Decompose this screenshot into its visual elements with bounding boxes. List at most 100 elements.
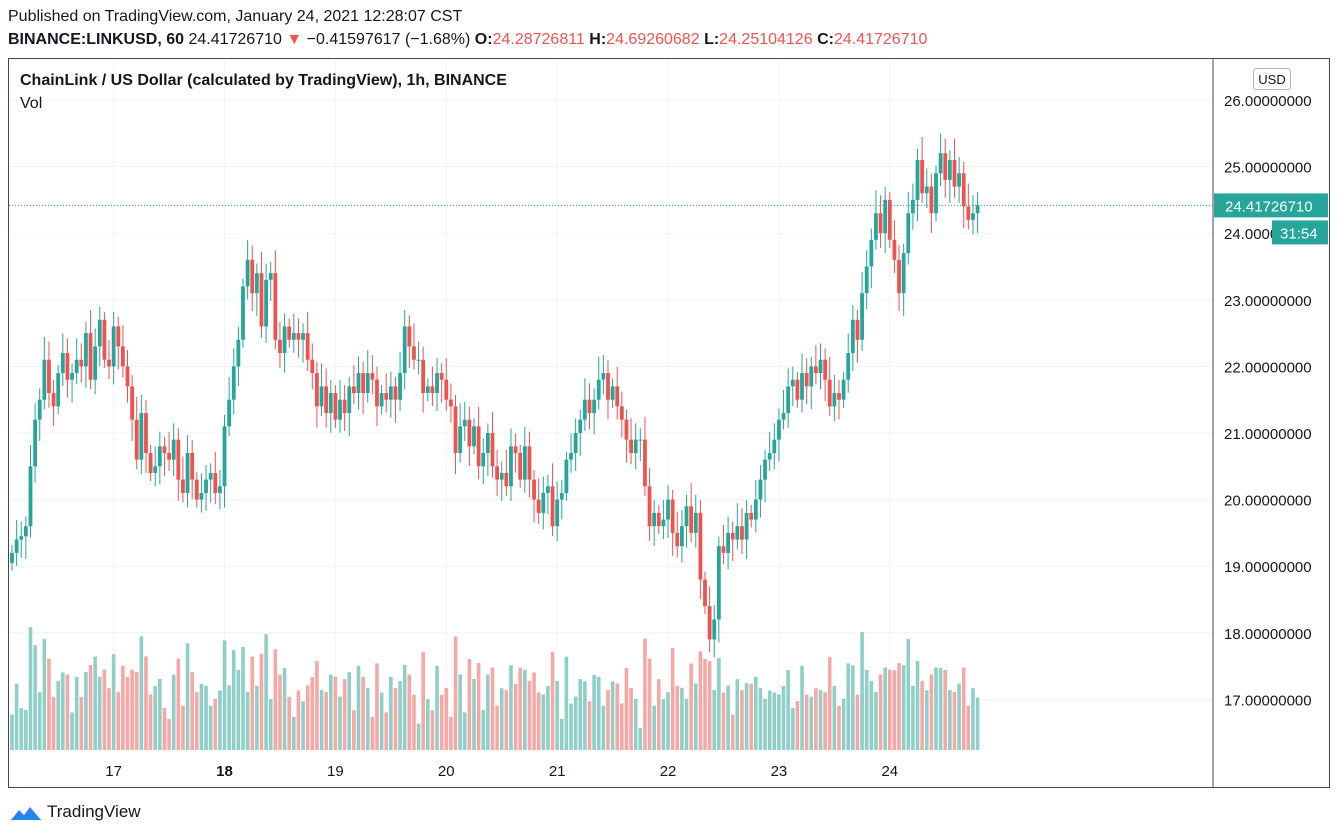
volume-bar [971, 688, 975, 750]
volume-bar [883, 667, 887, 750]
volume-bar [777, 694, 781, 750]
volume-bar [795, 701, 800, 750]
volume-bar [416, 723, 421, 750]
volume-bar [721, 692, 726, 750]
candle-body [157, 446, 162, 467]
volume-bar [379, 692, 384, 750]
candle-body [291, 333, 296, 340]
tradingview-brand[interactable]: TradingView [10, 800, 141, 824]
candle-body [328, 393, 333, 414]
candle-body [162, 446, 167, 453]
volume-bar [726, 685, 730, 750]
candle-body [218, 486, 222, 493]
candle-body [509, 446, 513, 487]
symbol-label[interactable]: BINANCE:LINKUSD, 60 [8, 31, 185, 48]
candle-body [315, 373, 319, 407]
volume-bar [19, 708, 24, 750]
open-value: 24.28726811 [492, 31, 585, 48]
volume-bar [148, 694, 153, 750]
candle-body [181, 479, 185, 493]
y-tick-label: 21.00000000 [1224, 426, 1312, 443]
x-tick-label: 19 [327, 763, 344, 780]
candle-body [213, 472, 218, 493]
candle-body [610, 386, 615, 400]
close-label: C: [817, 31, 834, 48]
candle-body [823, 359, 828, 380]
volume-bar [185, 643, 190, 750]
volume-bar [934, 667, 938, 750]
volume-bar [204, 685, 208, 750]
volume-bar [301, 701, 305, 750]
candle-body [684, 506, 689, 527]
open-label: O: [474, 31, 493, 48]
volume-bar [97, 676, 102, 750]
candle-body [924, 186, 929, 194]
volume-bar [181, 705, 185, 750]
candle-body [726, 532, 730, 553]
candle-body [199, 492, 204, 500]
volume-bar [333, 676, 338, 750]
candle-body [204, 479, 208, 493]
candle-body [231, 366, 236, 400]
volume-bar [37, 692, 42, 750]
volume-bar [915, 660, 920, 750]
volume-bar [273, 649, 278, 750]
volume-bar [402, 665, 407, 750]
candle-body [619, 406, 624, 420]
volume-bar [449, 716, 453, 750]
volume-bar [513, 683, 518, 750]
volume-bar [911, 685, 915, 750]
candle-body [569, 452, 573, 460]
y-tick-label: 18.00000000 [1224, 626, 1312, 643]
candle-body [273, 273, 278, 340]
candle-body [495, 466, 499, 480]
candle-body [716, 546, 721, 620]
volume-bar [536, 692, 541, 750]
currency-badge[interactable]: USD [1253, 68, 1291, 90]
candle-body [305, 333, 310, 360]
volume-bar [218, 690, 222, 750]
chart-frame [8, 58, 1330, 788]
volume-bar [592, 674, 596, 750]
candle-body [564, 459, 569, 493]
volume-bar [398, 681, 402, 750]
candle-body [449, 399, 453, 407]
candle-body [356, 373, 361, 394]
candle-body [721, 546, 726, 553]
volume-bar [222, 640, 227, 750]
candle-body [42, 359, 47, 400]
volume-indicator-label[interactable]: Vol [20, 95, 43, 112]
volume-bar [744, 683, 749, 750]
volume-bar [472, 679, 476, 750]
volume-bar [107, 688, 111, 750]
volume-bar [439, 694, 444, 750]
volume-bar [837, 705, 841, 750]
volume-bar [800, 665, 804, 750]
volume-bar [523, 669, 527, 750]
volume-bar [675, 685, 680, 750]
candle-body [573, 433, 578, 453]
volume-bar [657, 679, 661, 750]
candle-body [19, 536, 24, 540]
volume-bar [864, 670, 869, 750]
candle-body [130, 386, 135, 420]
candle-body [185, 452, 190, 493]
candle-body [707, 606, 712, 640]
volume-bar [121, 665, 125, 750]
volume-bar [717, 658, 721, 750]
volume-bar [707, 661, 712, 750]
candle-body [236, 339, 241, 367]
candle-body [88, 333, 93, 380]
candle-body [698, 512, 703, 580]
volume-bar [587, 701, 592, 750]
volume-bar [389, 677, 393, 750]
candle-body [393, 386, 398, 400]
volume-bar [116, 692, 121, 750]
volume-bar [573, 696, 578, 750]
volume-bar [236, 670, 241, 750]
volume-bar [199, 683, 204, 750]
volume-bar [171, 674, 176, 750]
volume-bar [730, 714, 735, 750]
volume-bar [809, 696, 814, 750]
